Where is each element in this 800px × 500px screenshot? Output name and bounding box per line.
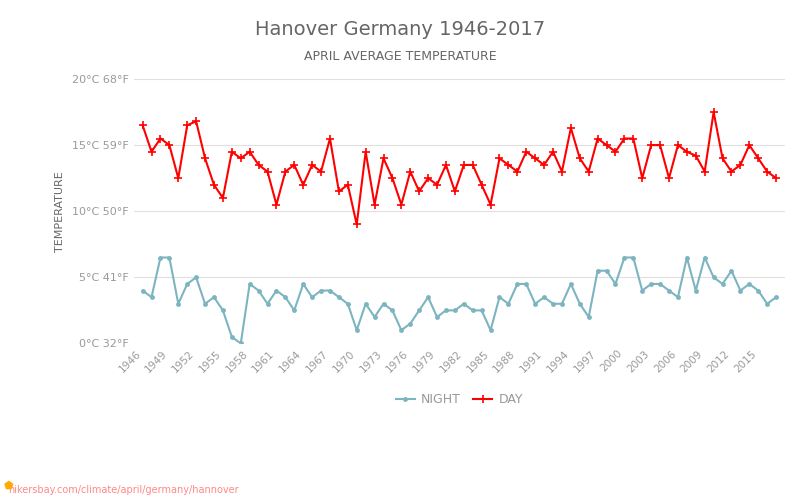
NIGHT bbox=[370, 314, 379, 320]
NIGHT bbox=[584, 314, 594, 320]
NIGHT bbox=[735, 288, 745, 294]
Line: DAY: DAY bbox=[139, 108, 780, 228]
Text: ⬟: ⬟ bbox=[4, 481, 14, 491]
DAY bbox=[504, 162, 514, 168]
DAY bbox=[771, 175, 781, 181]
Legend: NIGHT, DAY: NIGHT, DAY bbox=[391, 388, 528, 411]
DAY bbox=[138, 122, 147, 128]
DAY bbox=[361, 148, 370, 154]
DAY bbox=[352, 222, 362, 228]
DAY bbox=[548, 148, 558, 154]
Line: NIGHT: NIGHT bbox=[140, 255, 778, 346]
Text: hikersbay.com/climate/april/germany/hannover: hikersbay.com/climate/april/germany/hann… bbox=[8, 485, 238, 495]
NIGHT bbox=[771, 294, 781, 300]
DAY bbox=[227, 148, 237, 154]
Text: APRIL AVERAGE TEMPERATURE: APRIL AVERAGE TEMPERATURE bbox=[304, 50, 496, 63]
Text: Hanover Germany 1946-2017: Hanover Germany 1946-2017 bbox=[255, 20, 545, 39]
NIGHT bbox=[138, 288, 147, 294]
DAY bbox=[709, 109, 718, 115]
NIGHT bbox=[236, 340, 246, 346]
DAY bbox=[575, 156, 585, 162]
NIGHT bbox=[513, 281, 522, 287]
NIGHT bbox=[156, 254, 166, 260]
DAY bbox=[735, 162, 745, 168]
NIGHT bbox=[245, 281, 254, 287]
Y-axis label: TEMPERATURE: TEMPERATURE bbox=[55, 171, 65, 252]
NIGHT bbox=[557, 301, 566, 307]
